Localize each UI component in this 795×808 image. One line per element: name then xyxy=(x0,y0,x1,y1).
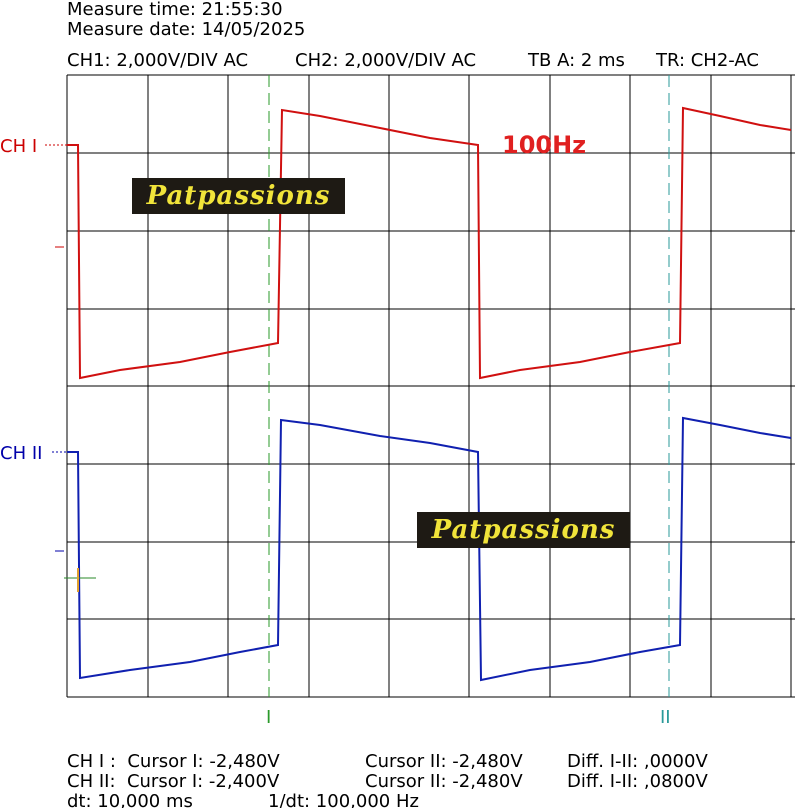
setting: TB A: 2 ms xyxy=(528,50,625,71)
setting: CH1: 2,000V/DIV AC xyxy=(67,50,249,71)
cursor-label: I xyxy=(266,707,272,728)
frequency-annotation: 100Hz xyxy=(502,131,587,159)
footer-cell: dt: 10,000 ms xyxy=(67,791,193,808)
footer-cell: 1/dt: 100,000 Hz xyxy=(268,791,419,808)
cursor-label: II xyxy=(660,707,671,728)
ch2-trace xyxy=(67,416,792,682)
footer-cell: Cursor II: -2,480V xyxy=(365,751,523,772)
setting: TR: CH2-AC xyxy=(656,50,759,71)
footer-cell: CH I : Cursor I: -2,480V xyxy=(67,751,280,772)
measure-date: Measure date: 14/05/2025 xyxy=(67,19,306,40)
measure-time: Measure time: 21:55:30 xyxy=(67,0,283,20)
grid xyxy=(66,74,795,698)
ch1-trace xyxy=(67,106,792,380)
footer-cell: Diff. I-II: ,0800V xyxy=(567,771,708,792)
channel-label: CH I xyxy=(0,136,38,157)
setting: CH2: 2,000V/DIV AC xyxy=(295,50,477,71)
footer-cell: CH II: Cursor I: -2,400V xyxy=(67,771,280,792)
footer-cell: Diff. I-II: ,0000V xyxy=(567,751,708,772)
footer-cell: Cursor II: -2,480V xyxy=(365,771,523,792)
watermark: Patpassions xyxy=(417,512,630,548)
watermark: Patpassions xyxy=(132,178,345,214)
channel-label: CH II xyxy=(0,443,43,464)
